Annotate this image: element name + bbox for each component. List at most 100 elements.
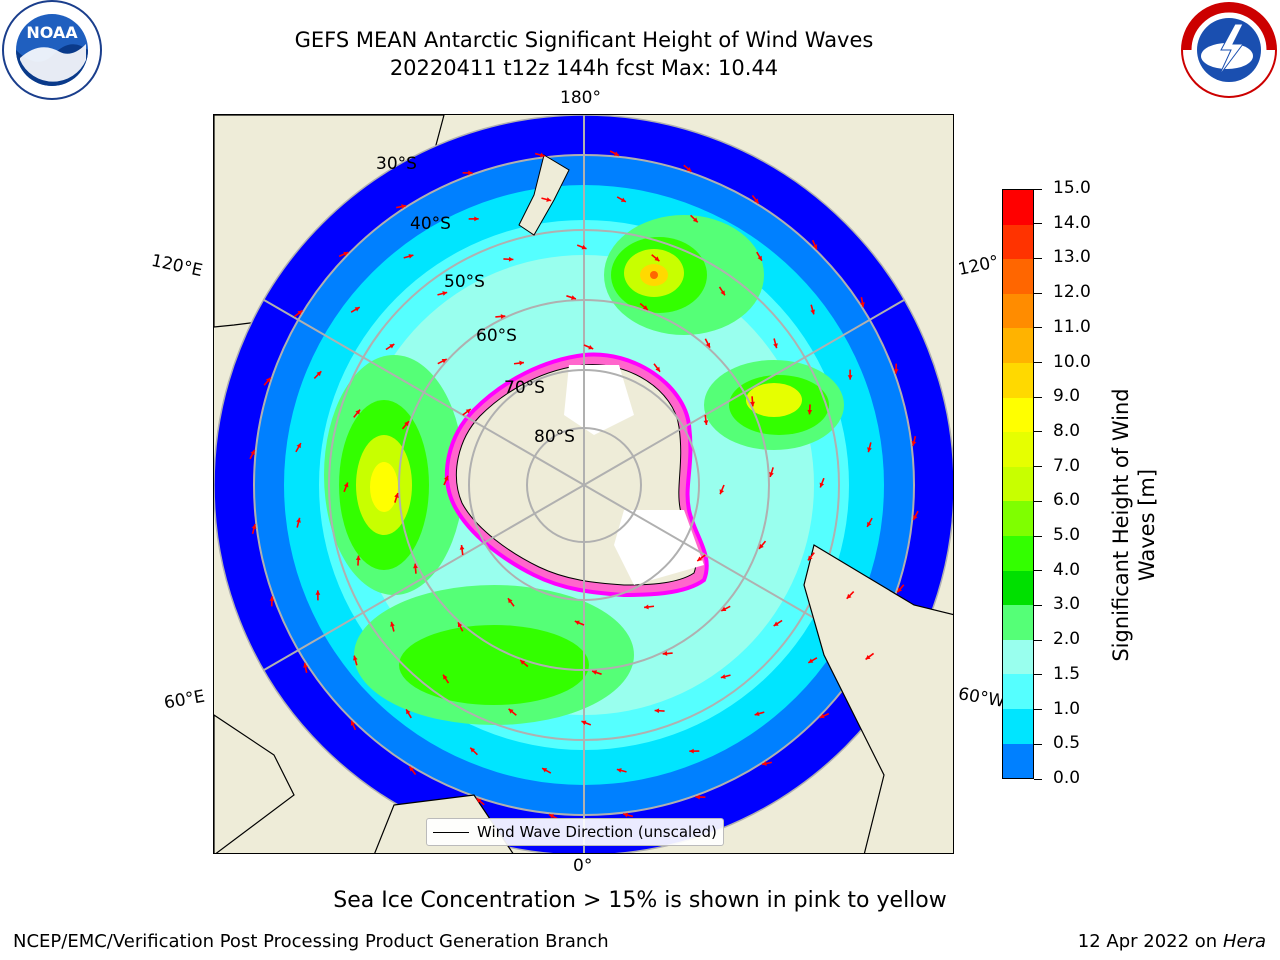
- wave-arrow-head: [265, 377, 271, 383]
- colorbar-tick-mark: [1034, 535, 1042, 537]
- wave-arrow-head: [355, 409, 361, 415]
- wave-arrow-head: [773, 621, 779, 626]
- wave-arrow-head: [703, 420, 709, 425]
- wave-arrow-head: [468, 170, 473, 176]
- wave-arrow-head: [807, 555, 813, 561]
- map-svg: 30°S 40°S 50°S 60°S 70°S 80°S: [214, 115, 953, 853]
- wave-arrow-head: [721, 606, 727, 612]
- wave-arrow-head: [408, 254, 414, 259]
- wave-arrow-head: [689, 748, 694, 754]
- colorbar-tick-mark: [1034, 188, 1042, 190]
- lat-label-30: 30°S: [376, 154, 417, 174]
- wave-arrow-head: [459, 545, 465, 550]
- colorbar-tick-label: 9.0: [1053, 386, 1081, 407]
- wave-arrow-head: [655, 366, 661, 372]
- colorbar-segment: [1003, 362, 1033, 398]
- wave-arrow-head: [354, 307, 360, 312]
- wave-arrow-head: [692, 217, 698, 223]
- wave-arrow-head: [695, 794, 700, 800]
- colorbar-segment: [1003, 293, 1033, 329]
- colorbar-tick-label: 1.5: [1053, 663, 1081, 684]
- colorbar-segment: [1003, 708, 1033, 744]
- wave-arrow-head: [819, 713, 825, 719]
- wave-arrow-head: [588, 344, 594, 350]
- wave-arrow-head: [549, 814, 555, 819]
- wave-arrow-head: [620, 197, 626, 202]
- wave-arrow-head: [303, 663, 308, 668]
- wave-arrow-head: [519, 360, 524, 366]
- wave-arrow-head: [296, 443, 301, 449]
- wave-arrow-head: [476, 798, 482, 804]
- wave-arrow-head: [401, 204, 406, 209]
- wave-arrow-head: [642, 305, 648, 310]
- wave-arrow-head: [546, 197, 552, 202]
- wave-arrow-head: [654, 708, 660, 714]
- lon-label-120w: 120°: [956, 251, 1001, 281]
- wave-arrow-head: [697, 556, 703, 562]
- chart-subtitle: 20220411 t12z 144h fcst Max: 10.44: [389, 56, 779, 80]
- wave-arrow-head: [296, 517, 301, 523]
- wave-arrow-head: [654, 256, 660, 262]
- lon-label-120e: 120°E: [149, 250, 205, 282]
- wave-arrow-head: [404, 421, 409, 427]
- colorbar-tick-label: 3.0: [1053, 594, 1081, 615]
- wave-arrow-head: [616, 768, 622, 773]
- wave-arrow-head: [508, 708, 514, 714]
- wave-arrow-head: [812, 244, 818, 250]
- colorbar-tick-mark: [1034, 674, 1042, 676]
- colorbar: [1002, 189, 1034, 779]
- wave-arrow-head: [865, 654, 871, 660]
- noaa-logo: NOAA: [0, 0, 104, 104]
- wave-arrow-head: [251, 524, 257, 530]
- wave-arrow-head: [719, 489, 725, 495]
- wave-arrow-head: [867, 447, 872, 453]
- colorbar-title-line1: Significant Height of Wind: [1109, 388, 1133, 662]
- colorbar-tick-mark: [1034, 709, 1042, 711]
- wave-arrow-head: [441, 358, 447, 364]
- colorbar-tick-label: 12.0: [1053, 282, 1091, 303]
- legend-line-swatch: [433, 831, 469, 833]
- wave-arrow-head: [846, 593, 852, 599]
- wave-arrow-head: [355, 555, 361, 561]
- wave-arrow-head: [759, 543, 764, 549]
- wave-arrow-head: [443, 475, 449, 481]
- colorbar-tick-mark: [1034, 604, 1042, 606]
- wave-arrow-head: [662, 651, 668, 656]
- wind-wave-arrows: [249, 150, 919, 820]
- wave-arrow-head: [316, 371, 322, 377]
- wave-arrow-head: [443, 674, 448, 680]
- wave-arrow-head: [539, 152, 545, 158]
- wave-arrow-head: [406, 709, 411, 715]
- colorbar-segment: [1003, 397, 1033, 433]
- lon-label-60w: 60°W: [956, 684, 1007, 712]
- lat-label-40: 40°S: [410, 214, 451, 234]
- lon-label-180: 180°: [560, 88, 601, 108]
- colorbar-segment: [1003, 570, 1033, 606]
- nws-logo: [1177, 0, 1280, 100]
- wave-arrow-head: [644, 604, 649, 610]
- wave-arrow-head: [520, 660, 526, 665]
- colorbar-segment: [1003, 743, 1033, 779]
- colorbar-tick-mark: [1034, 223, 1042, 225]
- wave-arrow-head: [315, 590, 321, 595]
- wave-arrow-head: [705, 342, 711, 348]
- wave-arrow-head: [686, 166, 692, 172]
- wave-arrow-head: [353, 655, 358, 661]
- colorbar-segment: [1003, 605, 1033, 640]
- wave-arrow-head: [720, 290, 725, 296]
- colorbar-tick-mark: [1034, 778, 1042, 780]
- lat-label-70: 70°S: [504, 378, 545, 398]
- colorbar-tick-mark: [1034, 396, 1042, 398]
- colorbar-tick-label: 2.0: [1053, 629, 1081, 650]
- lat-label-80: 80°S: [534, 427, 575, 447]
- colorbar-segment: [1003, 501, 1033, 536]
- wave-arrow-head: [754, 711, 760, 716]
- wave-arrow-head: [773, 343, 778, 349]
- colorbar-tick-mark: [1034, 466, 1042, 468]
- wave-arrow-head: [613, 151, 619, 156]
- credit-date: 12 Apr 2022 on Hera: [1078, 931, 1266, 952]
- map-panel: 30°S 40°S 50°S 60°S 70°S 80°S: [213, 114, 954, 854]
- wave-arrow-head: [819, 482, 825, 488]
- lat-label-50: 50°S: [444, 272, 485, 292]
- colorbar-tick-label: 5.0: [1053, 525, 1081, 546]
